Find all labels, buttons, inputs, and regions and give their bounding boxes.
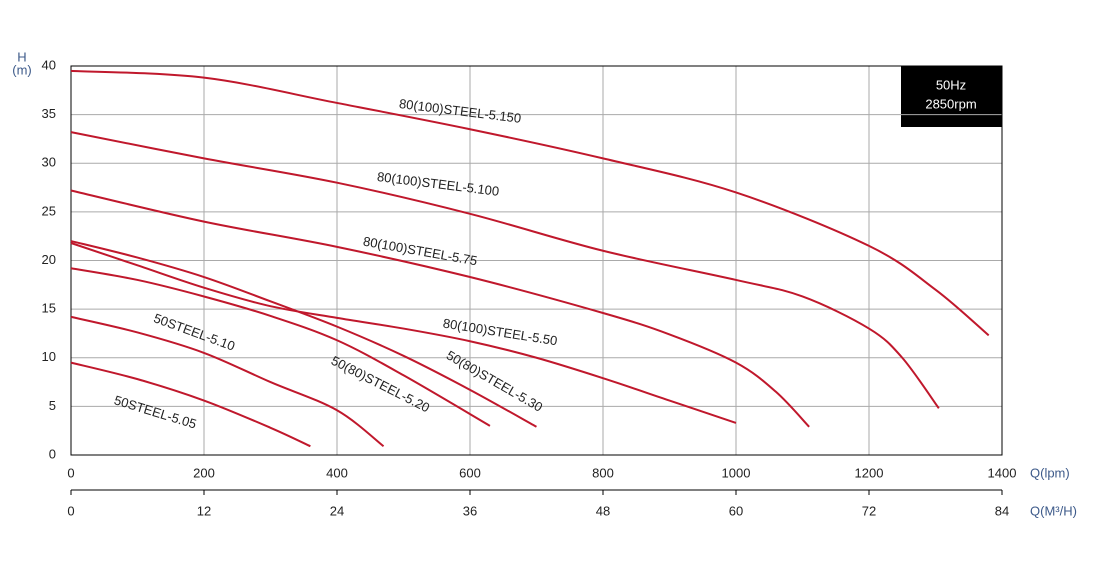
y-tick-label: 30 xyxy=(42,155,56,170)
y-unit: (m) xyxy=(12,62,32,77)
y-tick-label: 20 xyxy=(42,252,56,267)
y-tick-label: 35 xyxy=(42,106,56,121)
series-label: 80(100)STEEL-5.100 xyxy=(376,169,500,199)
x2-tick-label: 48 xyxy=(596,503,610,518)
x2-tick-label: 36 xyxy=(463,503,477,518)
x2-label: Q(M³/H) xyxy=(1030,503,1077,518)
y-tick-label: 15 xyxy=(42,301,56,316)
series-label: 50STEEL-5.10 xyxy=(152,310,237,353)
x2-tick-label: 84 xyxy=(995,503,1009,518)
curve xyxy=(70,240,537,428)
series-label: 80(100)STEEL-5.75 xyxy=(362,234,478,269)
plot-frame xyxy=(70,65,1003,456)
x-tick-label: 0 xyxy=(67,465,74,480)
curve xyxy=(70,189,810,428)
curve xyxy=(70,69,990,337)
x-tick-label: 1400 xyxy=(988,465,1017,480)
y-tick-label: 0 xyxy=(49,446,56,461)
x-tick-label: 200 xyxy=(193,465,215,480)
x2-tick-label: 0 xyxy=(67,503,74,518)
x-tick-label: 600 xyxy=(459,465,481,480)
info-box xyxy=(901,66,1002,127)
x2-tick-label: 12 xyxy=(197,503,211,518)
curve xyxy=(70,242,737,424)
y-tick-label: 25 xyxy=(42,203,56,218)
series-label: 50STEEL-5.05 xyxy=(112,392,198,431)
x-tick-label: 800 xyxy=(592,465,614,480)
curve xyxy=(70,315,385,448)
x-tick-label: 400 xyxy=(326,465,348,480)
y-tick-label: 10 xyxy=(42,349,56,364)
x2-tick-label: 24 xyxy=(330,503,344,518)
x-tick-label: 1000 xyxy=(722,465,751,480)
curve xyxy=(70,267,491,427)
curve xyxy=(70,361,311,448)
y-tick-label: 40 xyxy=(42,57,56,72)
x2-tick-label: 60 xyxy=(729,503,743,518)
x-tick-label: 1200 xyxy=(855,465,884,480)
annotation: 50Hz xyxy=(936,77,966,92)
series-label: 80(100)STEEL-5.50 xyxy=(442,315,559,348)
y-tick-label: 5 xyxy=(49,398,56,413)
y-label: H xyxy=(17,49,26,64)
series-label: 80(100)STEEL-5.150 xyxy=(398,96,522,126)
annotation: 2850rpm xyxy=(925,96,976,111)
x-label: Q(lpm) xyxy=(1030,465,1070,480)
curve xyxy=(70,131,940,409)
x2-tick-label: 72 xyxy=(862,503,876,518)
